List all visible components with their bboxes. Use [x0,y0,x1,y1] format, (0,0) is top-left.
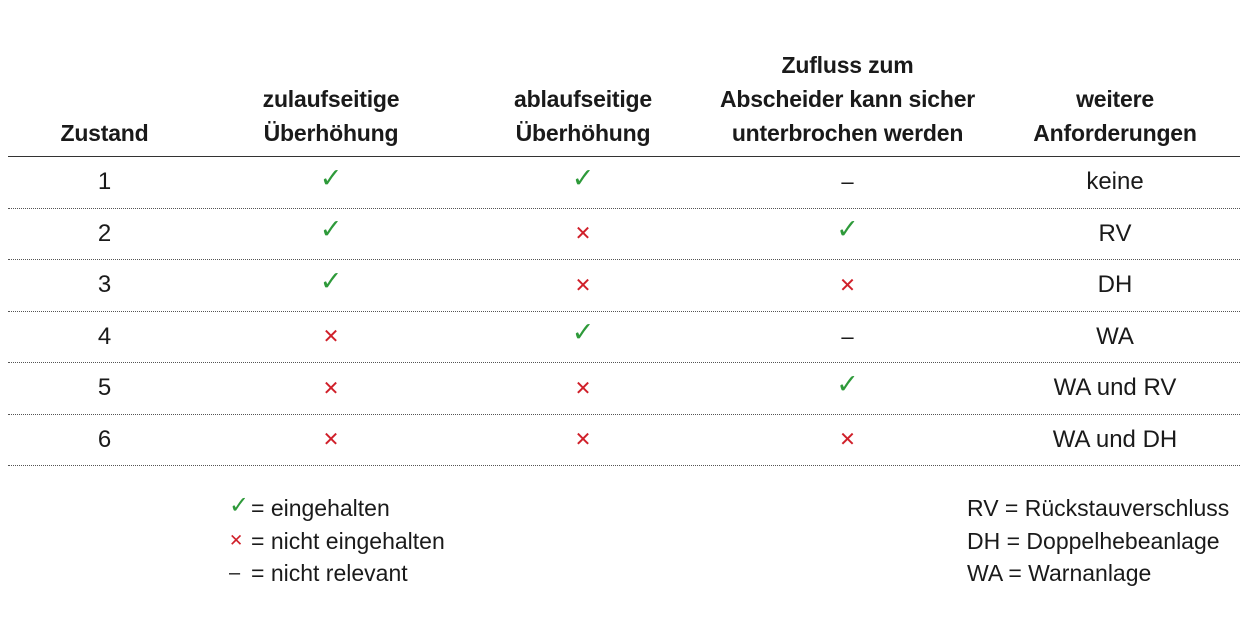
table-row: 1 ✓ ✓ – keine [8,157,1240,209]
check-icon: ✓ [319,265,343,296]
weitere-cell: WA und DH [990,415,1240,465]
ablauf-cell: ✕ [461,209,705,259]
header-zulaufseitige: zulaufseitige Überhöhung [262,86,400,146]
legend-rv: RV = Rückstauverschluss [967,495,1230,521]
zustand-value: 6 [97,425,112,453]
zustand-cell: 6 [8,415,201,465]
cross-icon: ✕ [229,530,244,550]
weitere-value: WA [1096,322,1134,350]
zustand-cell: 4 [8,312,201,362]
check-icon: ✓ [229,492,250,519]
zustand-cell: 3 [8,260,201,310]
symbol-legend: ✓ = eingehalten ✕ = nicht eingehalten – = nic… [229,492,445,590]
legend-cross: ✕ = nicht eingehalten [229,525,445,558]
check-icon: ✓ [836,368,859,399]
dash-icon: – [841,169,854,194]
header-weitere: weitere Anforderungen [1033,86,1197,146]
ablauf-cell: ✕ [461,260,705,310]
zulauf-cell: ✕ [201,312,461,362]
zustand-value: 3 [97,271,112,298]
weitere-value: RV [1098,219,1132,247]
zufluss-cell: ✕ [705,415,990,465]
zustand-cell: 1 [8,157,201,207]
table-row: 4 ✕ ✓ – WA [8,312,1240,363]
cross-icon: ✕ [574,429,592,451]
legend-wa: WA = Warnanlage [967,560,1152,586]
zulauf-cell: ✓ [201,260,461,310]
legend-dash: – = nicht relevant [229,557,445,590]
cross-icon: ✕ [839,274,856,297]
zulauf-cell: ✓ [201,209,461,259]
zufluss-cell: ✓ [705,209,990,259]
ablauf-cell: ✓ [461,312,705,362]
zustand-cell: 2 [8,209,201,259]
weitere-cell: WA [990,312,1240,362]
check-icon: ✓ [571,317,595,347]
table-row: 6 ✕ ✕ ✕ WA und DH [8,415,1240,466]
dash-icon: – [229,562,241,584]
ablauf-cell: ✕ [461,363,705,413]
zufluss-cell: ✕ [705,260,990,310]
check-icon: ✓ [836,214,859,244]
abbreviation-legend: RV = Rückstauverschluss DH = Doppelhebea… [967,492,1229,590]
legend-check: ✓ = eingehalten [229,492,445,525]
zustand-value: 4 [97,322,112,350]
table-body: 1 ✓ ✓ – keine 2 ✓ ✕ ✓ RV 3 ✓ ✕ ✕ DH 4 ✕ ✓ – WA 5 ✕ ✕ ✓ WA und RV… [8,157,1240,466]
ablauf-cell: ✕ [461,415,705,465]
zulauf-cell: ✓ [201,157,461,207]
weitere-value: WA und RV [1053,374,1177,401]
zufluss-cell: – [705,312,990,362]
legend-dh: DH = Doppelhebeanlage [967,527,1220,554]
weitere-cell: RV [990,209,1240,259]
dash-icon: – [841,323,854,349]
zustand-value: 1 [97,168,112,195]
table-row: 2 ✓ ✕ ✓ RV [8,209,1240,260]
header-ablaufseitige: ablaufseitige Überhöhung [514,86,652,146]
weitere-cell: keine [990,157,1240,207]
legend-text: = nicht eingehalten [251,527,445,554]
cross-icon: ✕ [322,326,340,348]
table-row: 3 ✓ ✕ ✕ DH [8,260,1240,312]
table-header: Zustand zulaufseitige Überhöhung ablaufs… [8,0,1240,157]
weitere-cell: DH [990,260,1240,310]
zufluss-cell: – [705,157,990,207]
requirements-table: Zustand zulaufseitige Überhöhung ablaufs… [8,0,1240,466]
zufluss-cell: ✓ [705,363,990,413]
zustand-value: 5 [97,374,112,401]
header-zustand: Zustand [60,120,149,146]
zulauf-cell: ✕ [201,363,461,413]
legend-text: = eingehalten [251,495,390,521]
weitere-value: DH [1097,271,1133,298]
ablauf-cell: ✓ [461,157,705,207]
cross-icon: ✕ [574,274,592,297]
check-icon: ✓ [319,162,343,193]
table-row: 5 ✕ ✕ ✓ WA und RV [8,363,1240,415]
cross-icon: ✕ [839,429,856,451]
weitere-cell: WA und RV [990,363,1240,413]
zustand-cell: 5 [8,363,201,413]
cross-icon: ✕ [322,377,340,400]
check-icon: ✓ [319,214,343,244]
weitere-value: WA und DH [1052,425,1178,453]
header-zufluss: Zufluss zum Abscheider kann sicher unter… [719,52,976,146]
cross-icon: ✕ [322,429,340,451]
cross-icon: ✕ [574,223,592,245]
zulauf-cell: ✕ [201,415,461,465]
weitere-value: keine [1086,168,1144,195]
legend-text: = nicht relevant [251,560,408,586]
zustand-value: 2 [97,219,112,247]
cross-icon: ✕ [574,377,592,400]
check-icon: ✓ [571,162,595,193]
